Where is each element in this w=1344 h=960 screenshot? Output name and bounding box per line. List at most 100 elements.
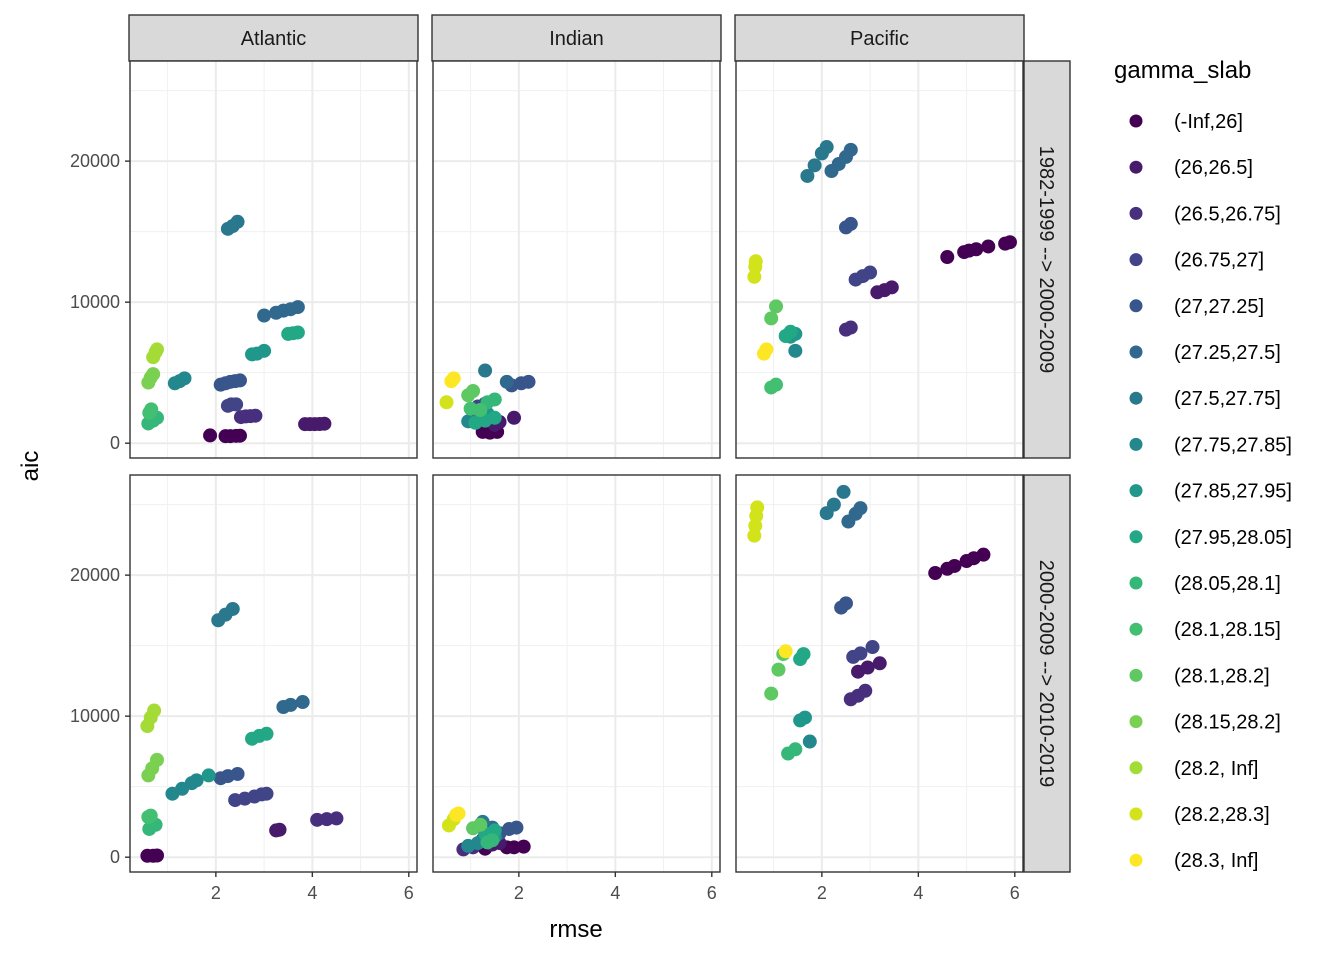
legend-title: gamma_slab [1114,57,1251,84]
legend-label: (26.75,27] [1174,250,1264,272]
data-point [290,300,305,315]
data-point [836,484,851,499]
data-point [290,325,305,340]
legend: gamma_slab (-Inf,26] (26,26.5] (26.5,26.75… [1114,57,1292,872]
panel-background [130,61,417,458]
legend-swatch [1129,437,1143,451]
data-point [865,640,880,655]
row-strip-2: 2000-2009 --> 2010-2019 [1023,474,1071,873]
legend-swatch [1129,853,1143,867]
points [747,484,991,761]
data-point [229,397,244,412]
data-point [764,686,779,701]
legend-item: (28.15,28.2] [1129,712,1281,734]
legend-item: (26,26.5] [1129,157,1253,179]
data-point [843,216,858,231]
data-point [769,299,784,314]
data-point [872,656,887,671]
legend-label: (28.2,28.3] [1174,804,1270,826]
gridlines [130,475,417,872]
data-point [232,428,247,443]
x-tick-label: 2 [817,883,827,903]
data-point [451,806,466,821]
data-point [259,726,274,741]
legend-swatch [1129,761,1143,775]
strip-background [128,14,419,62]
x-tick-label: 4 [307,883,317,903]
data-point [487,410,502,425]
panel-indian-row2: 2 4 6 [432,474,721,903]
data-point [446,371,461,386]
x-tick-label: 4 [610,883,620,903]
legend-label: (28.15,28.2] [1174,712,1281,734]
data-point [759,342,774,357]
strip-background [1023,474,1071,873]
data-point [748,254,763,269]
y-tick-label: 0 [110,847,120,867]
legend-swatch [1129,668,1143,682]
data-point [783,324,798,339]
data-point [248,408,263,423]
legend-item: (27.75,27.85] [1129,434,1292,456]
data-point [177,371,192,386]
data-point [1002,235,1017,250]
column-strip-label: Pacific [850,28,909,50]
data-point [150,752,165,767]
legend-item: (27.85,27.95] [1129,481,1292,503]
data-point [819,140,834,155]
row-strip-1: 1982-1999 --> 2000-2009 [1023,60,1071,459]
data-point [796,647,811,662]
data-point [764,311,779,326]
data-point [802,734,817,749]
data-point [499,374,514,389]
x-tick-label: 6 [404,883,414,903]
legend-swatch [1129,807,1143,821]
gridlines [130,61,417,458]
data-point [147,703,162,718]
data-point [769,377,784,392]
panel-border [735,474,1024,873]
data-point [521,374,536,389]
panel-border [735,60,1024,459]
data-point [189,773,204,788]
y-axis-title: aic [17,451,44,482]
panel-pacific-row1 [735,60,1024,459]
data-point [257,308,272,323]
x-tick-label: 4 [913,883,923,903]
data-point [509,820,524,835]
data-point [863,265,878,280]
data-point [969,242,984,257]
panel-pacific-row2: 2 4 6 [735,474,1024,903]
data-point [797,710,812,725]
legend-item: (28.05,28.1] [1129,573,1281,595]
data-point [853,646,868,661]
points [441,806,531,857]
gridlines [433,475,720,872]
panel-background [433,475,720,872]
data-point [329,811,344,826]
x-tick-label: 6 [707,883,717,903]
data-point [788,742,803,757]
data-point [516,839,531,854]
data-point [473,403,488,418]
y-tick-label: 20000 [70,151,120,171]
panel-atlantic-row1: 0 10000 20000 [70,60,418,459]
data-point [259,786,274,801]
data-point [976,547,991,562]
legend-swatch [1129,484,1143,498]
data-point [771,662,786,677]
x-tick-label: 6 [1010,883,1020,903]
y-tick-label: 10000 [70,706,120,726]
data-point [853,501,868,516]
data-point [940,250,955,265]
column-strip-atlantic: Atlantic [128,14,419,62]
x-tick-label: 2 [514,883,524,903]
legend-item: (27.25,27.5] [1129,342,1281,364]
legend-label: (28.2, Inf] [1174,758,1259,780]
data-point [860,660,875,675]
data-point [230,214,245,229]
data-point [485,833,500,848]
data-point [750,500,765,515]
data-point [230,766,245,781]
